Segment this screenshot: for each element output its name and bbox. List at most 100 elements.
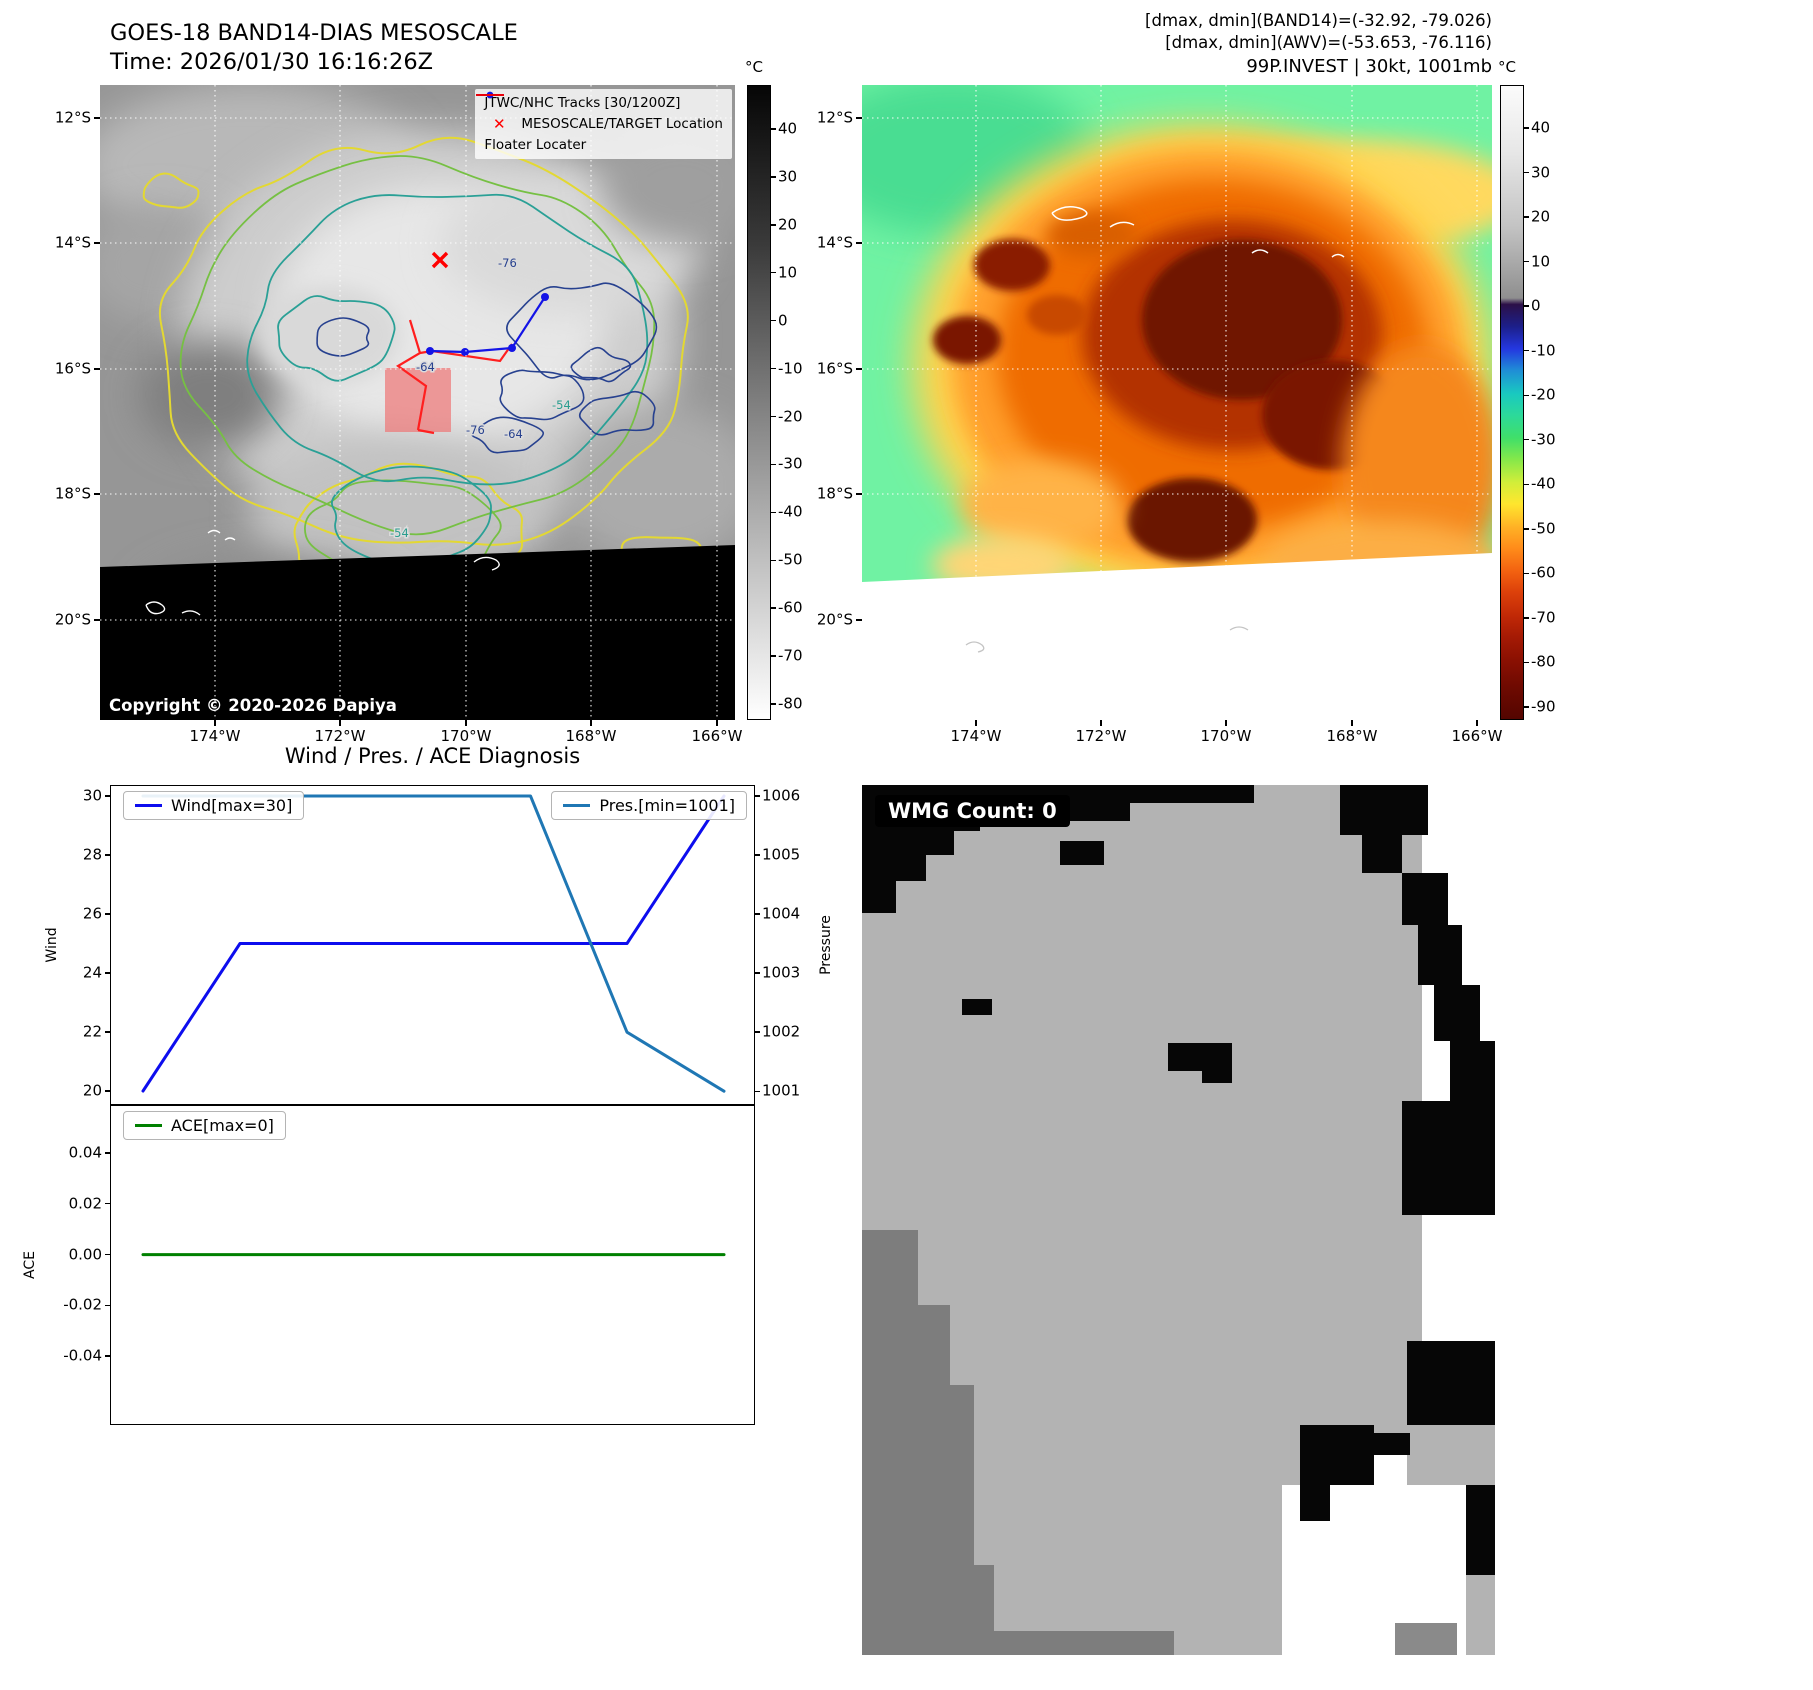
legend-track-label: JTWC/NHC Tracks [30/1200Z] <box>484 95 681 111</box>
wmg-mask-image <box>862 785 1495 1655</box>
legend-pressure-label: Pres.[min=1001] <box>599 796 735 815</box>
y-tick-label: 1004 <box>762 904 801 923</box>
ace-line-swatch <box>135 1124 162 1127</box>
contour-label: -76 <box>466 423 485 437</box>
tick-mark <box>1523 617 1529 619</box>
wind-axis-label: Wind <box>44 927 60 963</box>
tick-mark <box>754 1031 760 1033</box>
contour-label: -54 <box>390 526 409 540</box>
contour-line <box>179 155 656 536</box>
y-tick-label: -0.02 <box>63 1295 102 1314</box>
colorbar-tick-label: -10 <box>778 359 803 378</box>
lat-tick-label: 14°S <box>816 233 853 252</box>
wmg-count-panel: WMG Count: 0 <box>862 785 1495 1655</box>
tick-mark <box>105 1304 111 1307</box>
colorbar-tick-label: -40 <box>1531 474 1556 493</box>
floater-line-icon <box>476 94 505 96</box>
contour-line <box>330 465 492 569</box>
header-dmax-band14: [dmax, dmin](BAND14)=(-32.92, -79.026) <box>1145 11 1492 30</box>
enhanced-ir-image <box>862 85 1492 720</box>
tick-mark <box>770 655 776 657</box>
tick-mark <box>754 1090 760 1092</box>
contour-line <box>277 295 396 382</box>
contour-line <box>246 193 649 486</box>
lat-tick-label: 14°S <box>54 233 91 252</box>
y-tick-label: 0.00 <box>68 1245 102 1264</box>
island-outlines <box>145 529 500 616</box>
tick-mark <box>770 272 776 274</box>
colorbar-tick-label: 0 <box>1531 296 1541 315</box>
panel-title: GOES-18 BAND14-DIAS MESOSCALE <box>110 20 518 46</box>
wmg-count-label: WMG Count: 0 <box>875 795 1070 827</box>
colorbar-left-unit: °C <box>745 58 763 76</box>
legend-row-track: JTWC/NHC Tracks [30/1200Z] <box>476 91 723 111</box>
lon-tick-label: 172°W <box>314 727 366 745</box>
tick-mark <box>94 368 100 370</box>
tick-mark <box>105 1090 111 1092</box>
legend-target-label: MESOSCALE/TARGET Location <box>521 116 723 132</box>
tick-mark <box>214 720 216 726</box>
tick-mark <box>94 619 100 621</box>
tick-mark <box>754 972 760 974</box>
colorbar-tick-label: -50 <box>778 550 803 569</box>
lat-tick-label: 20°S <box>54 610 91 629</box>
tick-mark <box>856 242 862 244</box>
contour-label: -64 <box>504 427 523 441</box>
colorbar-tick-label: 30 <box>778 167 798 186</box>
pressure-axis-label: Pressure <box>818 915 834 975</box>
wind-line-swatch <box>135 804 162 807</box>
y-tick-label: 1002 <box>762 1022 801 1041</box>
band14-colorbar: 40 30 20 10 0 -10 -20 -30 -40 -50 -60 -70 -80 <box>747 85 803 720</box>
island-outlines <box>1051 206 1345 258</box>
tick-mark <box>856 619 862 621</box>
legend-ace-label: ACE[max=0] <box>171 1116 274 1135</box>
copyright-text: Copyright © 2020-2026 Dapiya <box>109 696 397 715</box>
tick-mark <box>770 463 776 466</box>
lon-tick-label: 170°W <box>1200 727 1252 745</box>
tick-mark <box>105 1031 111 1033</box>
y-tick-label: 1005 <box>762 845 801 864</box>
tick-mark <box>1523 706 1529 708</box>
y-tick-label: 28 <box>82 845 102 864</box>
tick-mark <box>105 1253 111 1256</box>
tick-mark <box>754 913 760 915</box>
legend-row-target: ✕ MESOSCALE/TARGET Location <box>484 116 723 132</box>
tick-mark <box>105 1152 111 1154</box>
colorbar-tick-label: -70 <box>778 646 803 665</box>
enhanced-ir-map: 12°S 14°S 16°S 18°S 20°S 174°W 172°W 170°W 168°W… <box>817 85 1502 744</box>
y-tick-label: 1003 <box>762 963 801 982</box>
tick-mark <box>339 720 341 726</box>
colorbar-tick-label: 10 <box>1531 252 1551 271</box>
y-tick-label: 24 <box>82 963 102 982</box>
tick-mark <box>1523 260 1529 263</box>
legend-wind: Wind[max=30] <box>123 791 305 820</box>
band14-map-image: -76 -64 -54 -76 -64 -54 <box>100 85 735 720</box>
legend-pressure: Pres.[min=1001] <box>551 791 747 820</box>
jtwc-track-line <box>429 296 546 354</box>
colorbar-tick-label: 20 <box>1531 207 1551 226</box>
tick-mark <box>770 703 776 705</box>
tick-mark <box>590 720 592 726</box>
tick-mark <box>770 319 776 322</box>
band14-satellite-map: -76 -64 -54 -76 -64 -54 JTWC/NHC Tracks [30/1… <box>55 85 742 744</box>
tick-mark <box>770 559 776 561</box>
enhanced-ir-colorbar: 40 30 20 10 0 -10 -20 -30 -40 -50 -60 -70 -80 -90 <box>1500 85 1556 720</box>
colorbar-tick-label: 30 <box>1531 163 1551 182</box>
pressure-line-swatch <box>563 804 591 807</box>
colorbar-tick-label: -70 <box>1531 608 1556 627</box>
wind-pressure-chart: Wind[max=30] Pres.[min=1001] 30 28 26 24 22 2… <box>83 785 800 1105</box>
colorbar-tick-label: 0 <box>778 311 788 330</box>
colorbar-tick-label: -40 <box>778 502 803 521</box>
colorbar-tick-label: 40 <box>1531 118 1551 137</box>
tick-mark <box>1523 661 1529 664</box>
tick-mark <box>94 493 100 495</box>
tick-mark <box>856 368 862 370</box>
ace-axis-label: ACE <box>22 1251 38 1279</box>
y-tick-label: 1001 <box>762 1081 801 1100</box>
tick-mark <box>105 913 111 915</box>
tick-mark <box>716 720 718 726</box>
legend-floater-label: Floater Locater <box>484 137 587 153</box>
tick-mark <box>770 415 776 418</box>
colorbar-tick-label: 40 <box>778 119 798 138</box>
tick-mark <box>105 1355 111 1357</box>
